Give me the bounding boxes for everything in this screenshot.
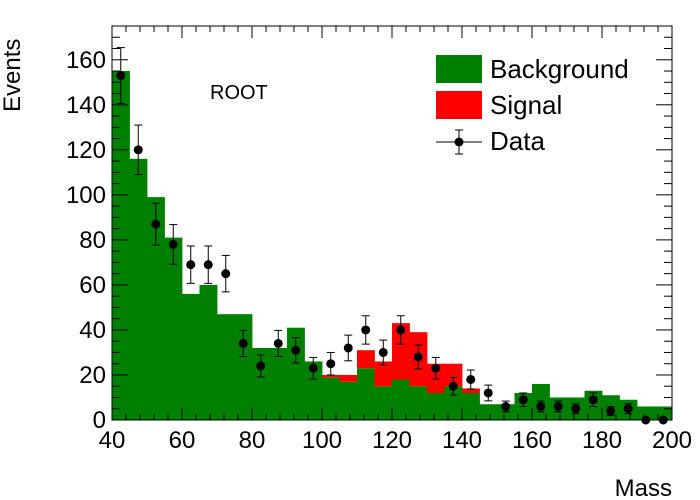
data-point <box>448 381 458 391</box>
data-point <box>623 404 633 414</box>
x-tick-label: 200 <box>652 427 692 454</box>
data-point <box>571 404 581 414</box>
background-bar <box>409 386 428 420</box>
data-point <box>466 374 476 384</box>
data-point <box>518 395 528 405</box>
data-point <box>413 352 423 362</box>
background-bar <box>164 237 183 420</box>
data-point <box>326 359 336 369</box>
legend-label-background: Background <box>490 54 629 84</box>
legend-data-marker <box>454 137 464 147</box>
data-point <box>553 401 563 411</box>
legend-label-data: Data <box>490 126 545 156</box>
data-point <box>168 239 178 249</box>
data-point <box>186 260 196 270</box>
y-tick-label: 80 <box>79 227 106 254</box>
data-point <box>343 343 353 353</box>
data-point <box>273 338 283 348</box>
data-point <box>116 71 126 81</box>
background-bar <box>322 377 340 420</box>
y-tick-label: 140 <box>66 92 106 119</box>
signal-bar <box>444 363 463 387</box>
data-point <box>606 406 616 416</box>
background-bar <box>637 406 655 420</box>
background-bar <box>444 386 463 420</box>
x-tick-label: 40 <box>99 427 126 454</box>
background-bar <box>479 404 498 420</box>
data-point <box>221 269 231 279</box>
x-tick-label: 160 <box>512 427 552 454</box>
axis-ticks: 40 60 80 100 120 140 160 180 200 0 20 40 60 80 100 120 1… <box>66 25 692 454</box>
signal-bar <box>374 361 393 387</box>
x-axis-title: Mass <box>615 475 672 500</box>
background-bar <box>304 361 323 420</box>
y-tick-label: 60 <box>79 272 106 299</box>
x-tick-label: 60 <box>169 427 196 454</box>
y-tick-label: 120 <box>66 137 106 164</box>
x-tick-label: 80 <box>239 427 266 454</box>
histogram-bars <box>112 71 673 421</box>
data-point <box>396 325 406 335</box>
data-point <box>151 219 161 229</box>
background-bar <box>654 406 673 420</box>
background-bar <box>234 314 253 420</box>
x-tick-label: 180 <box>582 427 622 454</box>
data-point <box>203 260 213 270</box>
y-tick-label: 40 <box>79 317 106 344</box>
y-tick-label: 100 <box>66 182 106 209</box>
data-point <box>133 145 143 155</box>
signal-bar <box>339 374 358 382</box>
background-bar <box>357 368 375 420</box>
data-point <box>431 363 441 373</box>
background-bar <box>462 392 480 420</box>
background-bar <box>339 381 358 420</box>
x-tick-label: 100 <box>302 427 342 454</box>
signal-bar <box>357 350 375 369</box>
background-bar <box>199 284 218 420</box>
y-axis-title: Events <box>0 39 26 112</box>
y-tick-label: 20 <box>79 362 106 389</box>
legend-swatch-signal <box>436 91 482 119</box>
signal-bar <box>392 323 410 380</box>
background-bar <box>427 392 445 420</box>
data-point <box>483 388 493 398</box>
legend-label-signal: Signal <box>490 90 562 120</box>
data-point <box>501 401 511 411</box>
data-point <box>378 347 388 357</box>
annotation-label: ROOT <box>210 82 268 104</box>
background-bar <box>182 293 200 420</box>
data-point <box>536 401 546 411</box>
data-point <box>361 325 371 335</box>
x-tick-label: 120 <box>372 427 412 454</box>
data-point <box>291 345 301 355</box>
background-bar <box>269 347 288 420</box>
data-point <box>256 361 266 371</box>
background-bar <box>392 379 410 420</box>
legend: Background Signal Data <box>436 54 629 156</box>
data-point <box>238 338 248 348</box>
y-tick-label: 0 <box>93 407 106 434</box>
background-bar <box>217 314 235 420</box>
y-tick-label: 160 <box>66 47 106 74</box>
legend-swatch-background <box>436 55 482 83</box>
background-bar <box>147 197 165 420</box>
x-tick-label: 140 <box>442 427 482 454</box>
signal-bar <box>322 374 340 378</box>
signal-bar <box>462 388 480 393</box>
background-bar <box>374 386 393 420</box>
background-bar <box>129 158 148 420</box>
data-point <box>588 395 598 405</box>
background-bar <box>112 71 130 421</box>
data-point <box>308 363 318 373</box>
